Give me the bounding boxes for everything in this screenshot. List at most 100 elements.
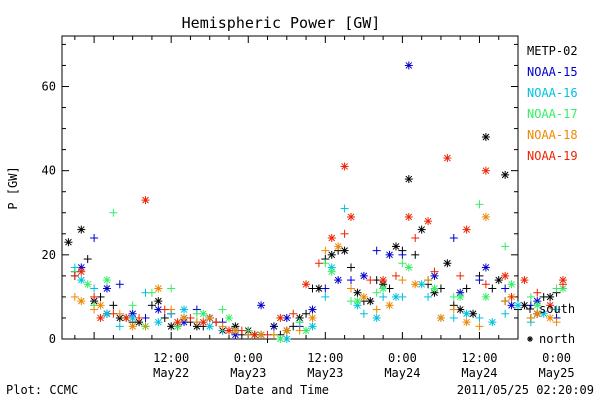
- data-point-south: [147, 301, 156, 310]
- data-point-north: [276, 313, 285, 322]
- data-point-north: [224, 326, 233, 335]
- data-point-south: [533, 288, 542, 297]
- data-point-south: [475, 276, 484, 285]
- data-point-north: [250, 330, 259, 339]
- x-tick-label-time: 12:00: [461, 351, 497, 365]
- data-point-south: [147, 288, 156, 297]
- data-point-north: [327, 267, 336, 276]
- chart-title: Hemispheric Power [GW]: [182, 14, 381, 32]
- data-point-south: [340, 204, 349, 213]
- data-point-north: [154, 318, 163, 327]
- data-point-south: [501, 309, 510, 318]
- data-point-north: [501, 271, 510, 280]
- data-point-north: [546, 301, 555, 310]
- data-point-north: [353, 288, 362, 297]
- data-point-south: [70, 292, 79, 301]
- data-point-north: [340, 162, 349, 171]
- data-point-north: [404, 175, 413, 184]
- legend-marker-label: south: [539, 302, 575, 316]
- data-point-north: [180, 305, 189, 314]
- data-point-north: [462, 225, 471, 234]
- data-point-north: [308, 322, 317, 331]
- data-point-north: [443, 259, 452, 268]
- data-point-south: [90, 234, 99, 242]
- data-point-north: [282, 326, 291, 335]
- data-point-north: [314, 284, 323, 293]
- data-point-south: [321, 284, 330, 293]
- data-point-south: [526, 313, 535, 322]
- data-point-north: [404, 212, 413, 221]
- data-point-north: [430, 284, 439, 293]
- data-point-south: [115, 280, 124, 289]
- data-point-north: [379, 276, 388, 285]
- x-tick-label-time: 0:00: [388, 351, 417, 365]
- legend-series-label: NOAA-17: [527, 107, 578, 121]
- data-point-south: [289, 309, 298, 318]
- data-point-south: [372, 288, 381, 297]
- data-point-south: [552, 305, 561, 314]
- x-axis: 12:00May220:00May2312:00May230:00May2412…: [74, 36, 575, 380]
- data-point-north: [199, 309, 208, 318]
- data-point-north: [167, 322, 176, 331]
- data-point-south: [372, 305, 381, 314]
- data-point-south: [424, 276, 433, 285]
- data-point-north: [77, 297, 86, 306]
- data-point-north: [102, 276, 111, 285]
- data-points: [64, 61, 567, 343]
- legend-star-icon: [527, 336, 533, 342]
- data-point-south: [167, 284, 176, 293]
- data-point-south: [424, 292, 433, 301]
- data-point-south: [141, 322, 150, 331]
- data-point-north: [533, 301, 542, 310]
- data-point-north: [411, 280, 420, 289]
- data-point-north: [276, 335, 285, 343]
- data-point-south: [366, 276, 375, 285]
- data-point-north: [558, 276, 567, 285]
- data-point-north: [347, 212, 356, 221]
- data-point-north: [308, 305, 317, 314]
- data-point-north: [340, 246, 349, 255]
- data-point-north: [385, 250, 394, 259]
- data-point-south: [115, 322, 124, 331]
- data-point-north: [366, 297, 375, 306]
- x-tick-label-time: 12:00: [307, 351, 343, 365]
- data-point-south: [295, 326, 304, 335]
- data-point-north: [359, 271, 368, 280]
- data-point-south: [526, 292, 535, 301]
- data-point-north: [122, 313, 131, 322]
- data-point-north: [96, 313, 105, 322]
- data-point-north: [353, 297, 362, 306]
- data-point-north: [494, 276, 503, 285]
- data-point-south: [90, 292, 99, 301]
- x-tick-label-time: 12:00: [153, 351, 189, 365]
- data-point-north: [520, 276, 529, 285]
- data-point-south: [321, 292, 330, 301]
- data-point-north: [282, 313, 291, 322]
- data-point-north: [417, 225, 426, 234]
- data-point-north: [77, 225, 86, 234]
- data-point-south: [160, 313, 169, 322]
- data-point-north: [327, 234, 336, 242]
- data-point-south: [449, 313, 458, 322]
- data-point-north: [404, 263, 413, 272]
- data-point-north: [546, 292, 555, 301]
- data-point-south: [475, 322, 484, 331]
- data-point-south: [398, 259, 407, 268]
- y-tick-label: 0: [49, 332, 56, 346]
- data-point-north: [462, 318, 471, 327]
- legend-series-label: NOAA-19: [527, 149, 578, 163]
- x-tick-label-date: May25: [538, 366, 574, 380]
- data-point-south: [462, 284, 471, 293]
- data-point-south: [212, 318, 221, 327]
- data-point-north: [205, 322, 214, 331]
- data-point-north: [308, 313, 317, 322]
- data-point-north: [456, 292, 465, 301]
- data-point-south: [411, 250, 420, 259]
- data-point-north: [443, 154, 452, 163]
- data-point-north: [199, 318, 208, 327]
- data-point-south: [109, 301, 118, 310]
- data-point-south: [475, 313, 484, 322]
- data-point-north: [83, 280, 92, 289]
- data-point-north: [385, 301, 394, 310]
- data-point-north: [205, 313, 214, 322]
